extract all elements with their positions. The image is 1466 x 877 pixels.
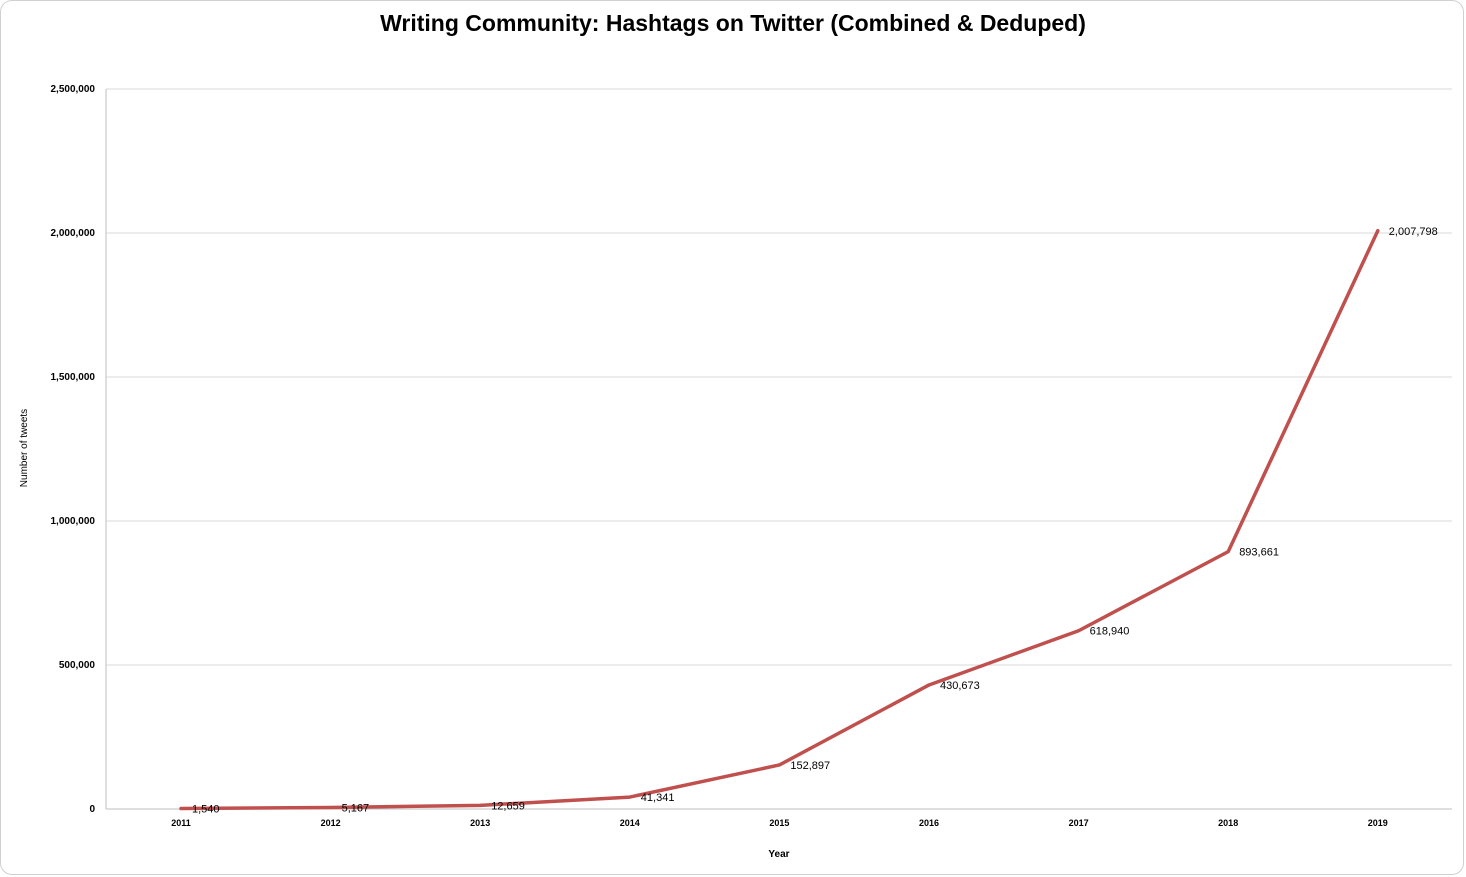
data-point: [777, 763, 781, 767]
data-point: [478, 803, 482, 807]
y-tick-label: 1,500,000: [51, 372, 96, 383]
x-tick-label: 2012: [321, 818, 341, 828]
data-label: 1,540: [192, 804, 220, 816]
data-labels: 1,540 5,167 12,659 41,341 152,897 430,673 618,…: [192, 226, 1438, 816]
x-tick-label: 2011: [171, 818, 191, 828]
y-tick-label: 2,500,000: [51, 84, 96, 95]
data-label: 430,673: [940, 680, 980, 692]
data-label: 2,007,798: [1389, 226, 1438, 238]
data-label: 618,940: [1090, 626, 1130, 638]
x-tick-label: 2018: [1218, 818, 1238, 828]
data-point: [1376, 229, 1380, 233]
data-label: 152,897: [790, 760, 830, 772]
x-tick-label: 2019: [1368, 818, 1388, 828]
data-point: [1077, 629, 1081, 633]
gridlines: [105, 88, 1452, 810]
x-tick-label: 2014: [620, 818, 640, 828]
data-point: [329, 806, 333, 810]
data-label: 12,659: [491, 800, 525, 812]
x-tick-label: 2016: [919, 818, 939, 828]
data-label: 41,341: [641, 792, 675, 804]
data-point: [628, 795, 632, 799]
chart-title: Writing Community: Hashtags on Twitter (…: [380, 10, 1086, 36]
data-point: [179, 807, 183, 811]
y-tick-label: 2,000,000: [51, 228, 96, 239]
y-tick-label: 500,000: [59, 660, 96, 671]
x-axis-ticks: 2011 2012 2013 2014 2015 2016 2017 2018 2019: [171, 818, 1388, 828]
y-axis-title: Number of tweets: [19, 409, 30, 487]
data-point: [1226, 550, 1230, 554]
x-tick-label: 2017: [1069, 818, 1089, 828]
x-tick-label: 2013: [470, 818, 490, 828]
series-line: [179, 229, 1380, 811]
y-tick-label: 1,000,000: [51, 516, 96, 527]
data-point: [927, 683, 931, 687]
x-tick-label: 2015: [769, 818, 789, 828]
data-label: 5,167: [342, 803, 370, 815]
y-tick-label: 0: [89, 804, 95, 815]
y-axis-ticks: 0 500,000 1,000,000 1,500,000 2,000,000 2,500…: [51, 84, 96, 815]
series-line-group: [179, 229, 1380, 811]
data-label: 893,661: [1239, 547, 1279, 559]
x-axis-title: Year: [768, 849, 789, 860]
